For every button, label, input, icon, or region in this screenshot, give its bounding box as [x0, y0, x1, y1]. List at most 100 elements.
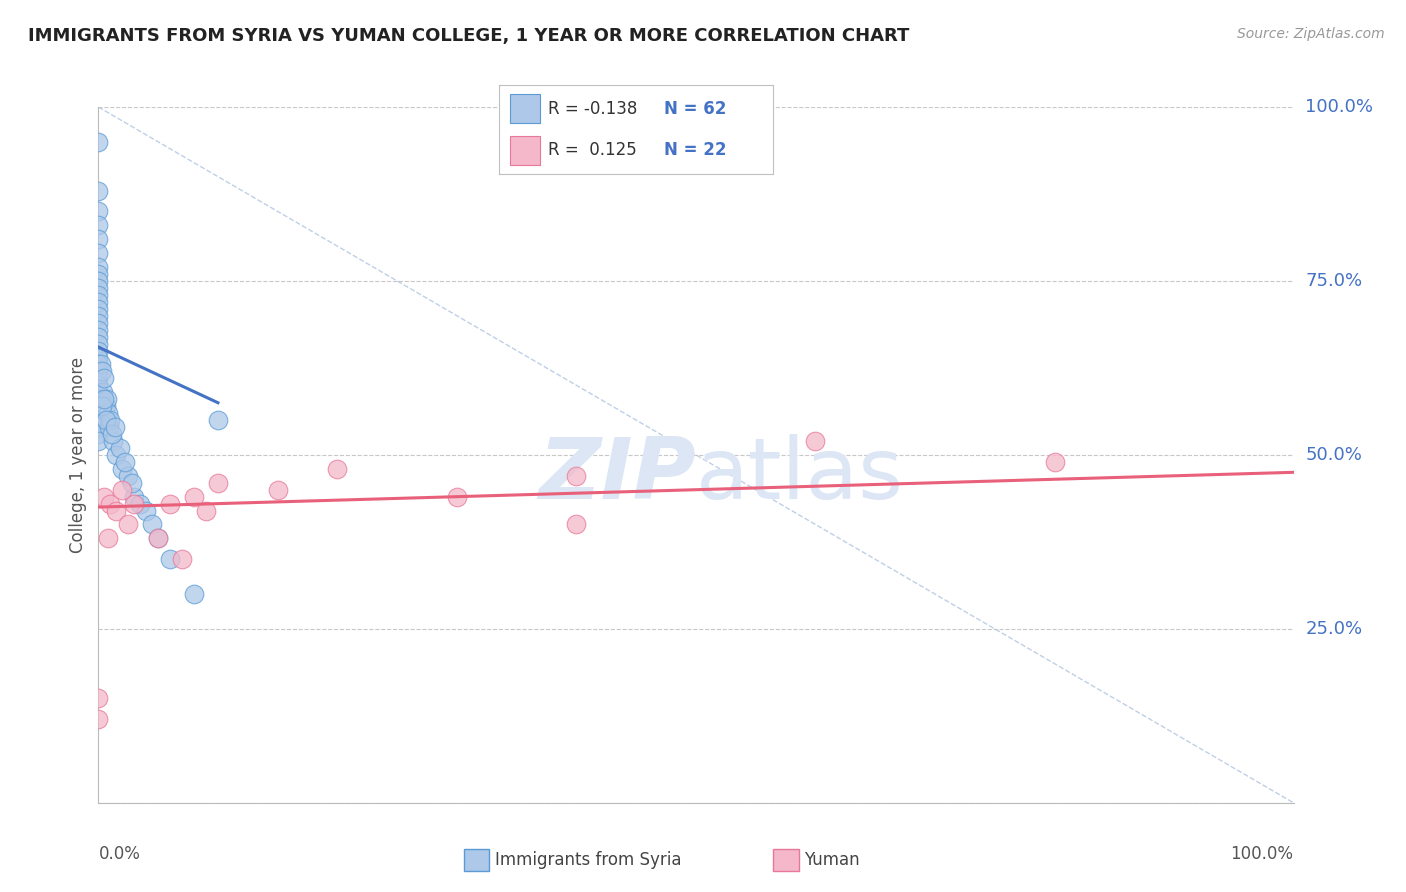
Point — [87, 323, 110, 337]
Text: 100.0%: 100.0% — [1305, 98, 1374, 116]
Text: 100.0%: 100.0% — [1230, 845, 1294, 863]
Point — [114, 455, 136, 469]
Text: ZIP: ZIP — [538, 434, 696, 517]
Text: R = -0.138: R = -0.138 — [548, 100, 638, 118]
Text: Yuman: Yuman — [804, 851, 860, 869]
Point — [87, 691, 110, 706]
Point — [207, 413, 229, 427]
Point — [91, 385, 114, 400]
Point — [87, 406, 110, 420]
Point — [87, 329, 110, 343]
Point — [87, 413, 110, 427]
Point — [124, 497, 146, 511]
Text: Immigrants from Syria: Immigrants from Syria — [495, 851, 682, 869]
Point — [87, 364, 110, 378]
Text: 25.0%: 25.0% — [1305, 620, 1362, 638]
Text: N = 22: N = 22 — [664, 141, 725, 159]
Point — [446, 490, 468, 504]
Point — [565, 468, 588, 483]
Point — [104, 420, 127, 434]
Point — [93, 490, 115, 504]
Point — [1043, 455, 1066, 469]
FancyBboxPatch shape — [510, 136, 540, 165]
Point — [108, 441, 131, 455]
Point — [87, 232, 110, 246]
Point — [87, 281, 110, 295]
Point — [87, 204, 110, 219]
Point — [90, 358, 112, 372]
Point — [326, 462, 349, 476]
Point — [101, 434, 124, 448]
Text: 50.0%: 50.0% — [1305, 446, 1362, 464]
Point — [87, 316, 110, 330]
Point — [87, 712, 110, 726]
Point — [87, 260, 110, 274]
Point — [87, 336, 110, 351]
Point — [87, 184, 110, 198]
Text: N = 62: N = 62 — [664, 100, 725, 118]
Point — [159, 552, 181, 566]
Point — [98, 497, 122, 511]
Point — [129, 497, 152, 511]
Point — [105, 503, 128, 517]
Point — [87, 274, 110, 288]
Point — [124, 490, 146, 504]
Point — [87, 371, 110, 385]
Point — [87, 267, 110, 281]
Text: 0.0%: 0.0% — [98, 845, 141, 863]
Point — [207, 475, 229, 490]
Point — [87, 135, 110, 149]
Point — [87, 385, 110, 400]
Text: R =  0.125: R = 0.125 — [548, 141, 637, 159]
Point — [87, 246, 110, 260]
Point — [804, 434, 827, 448]
Y-axis label: College, 1 year or more: College, 1 year or more — [69, 357, 87, 553]
Point — [94, 399, 117, 413]
Point — [148, 532, 170, 546]
Point — [87, 358, 110, 372]
FancyBboxPatch shape — [510, 94, 540, 123]
Text: 75.0%: 75.0% — [1305, 272, 1362, 290]
Point — [87, 434, 110, 448]
Point — [97, 406, 120, 420]
Text: IMMIGRANTS FROM SYRIA VS YUMAN COLLEGE, 1 YEAR OR MORE CORRELATION CHART: IMMIGRANTS FROM SYRIA VS YUMAN COLLEGE, … — [28, 27, 910, 45]
Point — [87, 420, 110, 434]
Point — [121, 475, 143, 490]
Point — [96, 392, 118, 407]
Point — [111, 483, 134, 497]
Point — [117, 468, 139, 483]
Point — [100, 427, 122, 442]
Point — [87, 343, 110, 358]
Point — [91, 364, 114, 378]
Point — [87, 399, 110, 413]
Point — [141, 517, 163, 532]
Point — [172, 552, 194, 566]
Point — [87, 378, 110, 392]
Point — [105, 448, 128, 462]
Point — [565, 517, 588, 532]
Point — [93, 371, 115, 385]
Point — [117, 517, 139, 532]
Point — [183, 587, 205, 601]
Point — [87, 392, 110, 407]
Point — [98, 420, 121, 434]
Point — [267, 483, 290, 497]
Point — [87, 288, 110, 302]
Point — [90, 392, 112, 407]
Point — [87, 294, 110, 309]
Point — [194, 503, 217, 517]
Point — [87, 309, 110, 323]
Point — [98, 413, 122, 427]
Point — [111, 462, 134, 476]
Point — [159, 497, 181, 511]
Point — [87, 219, 110, 233]
Point — [183, 490, 205, 504]
Point — [87, 427, 110, 442]
Text: Source: ZipAtlas.com: Source: ZipAtlas.com — [1237, 27, 1385, 41]
Point — [87, 301, 110, 316]
Point — [97, 532, 120, 546]
Point — [148, 532, 170, 546]
Text: atlas: atlas — [696, 434, 904, 517]
Point — [93, 392, 115, 407]
Point — [91, 399, 114, 413]
